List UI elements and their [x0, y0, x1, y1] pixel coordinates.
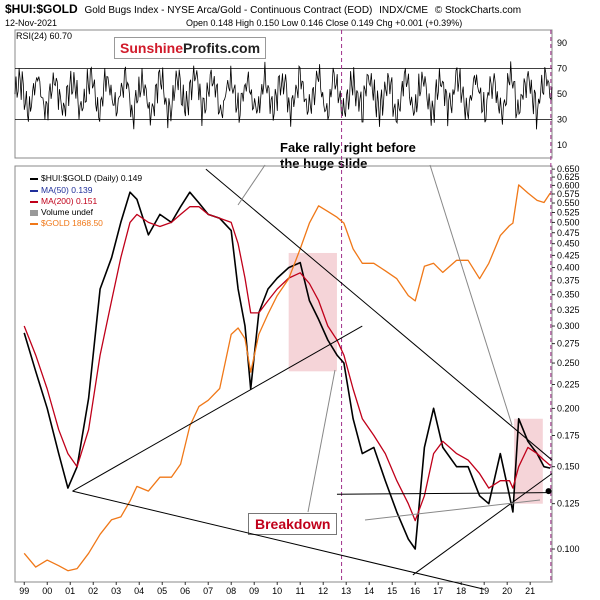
y-tick-label: 0.450: [557, 239, 580, 249]
y-tick-label: 0.650: [557, 164, 580, 174]
y-tick-label: 0.525: [557, 207, 580, 217]
y-tick-label: 0.175: [557, 430, 580, 440]
rsi-tick-label: 70: [557, 63, 567, 73]
fake-rally-annotation: Fake rally right before the huge slide: [280, 140, 480, 172]
x-tick-label: 03: [111, 586, 121, 596]
chart-description: Gold Bugs Index - NYSE Arca/Gold - Conti…: [84, 5, 373, 16]
y-tick-label: 0.100: [557, 544, 580, 554]
legend-hui-label: $HUI:$GOLD (Daily) 0.149: [41, 173, 143, 183]
rsi-label: RSI(24) 60.70: [16, 31, 73, 41]
exchange-label: INDX/CME: [379, 5, 429, 16]
sunshine-logo: SunshineProfits.com: [114, 37, 267, 59]
x-tick-label: 01: [65, 586, 75, 596]
y-tick-label: 0.225: [557, 379, 580, 389]
breakdown-base-line: [336, 492, 547, 495]
x-tick-label: 14: [364, 586, 374, 596]
legend-swatch-icon: [30, 189, 38, 192]
x-tick-label: 06: [180, 586, 190, 596]
logo-part2: Profits.com: [183, 40, 261, 56]
rsi-series-line: [14, 61, 553, 130]
x-tick-label: 00: [42, 586, 52, 596]
breakdown-annotation: Breakdown: [248, 513, 338, 535]
upper-trendline: [205, 168, 553, 461]
ma200-line: [23, 206, 551, 522]
logo-part1: Sunshine: [120, 40, 184, 56]
y-tick-label: 0.250: [557, 358, 580, 368]
date-label: 12-Nov-2021: [5, 18, 58, 28]
legend-swatch-icon: [30, 200, 38, 203]
symbol-title: $HUI:$GOLD: [5, 2, 78, 16]
x-tick-label: 05: [157, 586, 167, 596]
rsi-tick-label: 30: [557, 115, 567, 125]
x-tick-label: 10: [272, 586, 282, 596]
y-tick-label: 0.300: [557, 321, 580, 331]
y-tick-label: 0.275: [557, 339, 580, 349]
y-tick-label: 0.425: [557, 250, 580, 260]
x-tick-label: 07: [203, 586, 213, 596]
legend-gold-label: $GOLD 1868.50: [41, 218, 103, 228]
legend-gold: $GOLD 1868.50: [30, 218, 103, 228]
y-tick-label: 0.500: [557, 217, 580, 227]
hui-gold-ratio-line: [23, 191, 551, 550]
y-tick-label: 0.350: [557, 290, 580, 300]
breakdown-pointer-right: [364, 499, 541, 521]
legend-swatch-icon: [30, 177, 38, 180]
legend-ma50: MA(50) 0.139: [30, 185, 93, 195]
fake-rally-pointer-right: [429, 164, 513, 426]
gold-price-line: [23, 184, 551, 572]
y-tick-label: 0.400: [557, 263, 580, 273]
breakdown-point-marker: [545, 488, 552, 495]
legend-swatch-icon: [30, 209, 38, 216]
legend-ma200-label: MA(200) 0.151: [41, 196, 98, 206]
breakdown-pointer-left: [307, 369, 336, 513]
x-tick-label: 20: [502, 586, 512, 596]
y-tick-label: 0.475: [557, 228, 580, 238]
x-tick-label: 08: [226, 586, 236, 596]
x-tick-label: 18: [456, 586, 466, 596]
x-tick-label: 12: [318, 586, 328, 596]
y-tick-label: 0.600: [557, 180, 580, 190]
main-panel-frame: [14, 165, 553, 583]
legend-ma200: MA(200) 0.151: [30, 196, 97, 206]
x-tick-label: 13: [341, 586, 351, 596]
lower-trendline: [72, 490, 485, 590]
copyright: © StockCharts.com: [434, 5, 522, 16]
y-tick-label: 0.200: [557, 403, 580, 413]
y-tick-label: 0.125: [557, 499, 580, 509]
x-tick-label: 99: [19, 586, 29, 596]
y-tick-label: 0.625: [557, 172, 580, 182]
y-tick-label: 0.150: [557, 462, 580, 472]
highlight-zone-2021: [514, 418, 543, 504]
x-tick-label: 09: [249, 586, 259, 596]
legend-volume-label: Volume undef: [41, 207, 93, 217]
legend-ma50-label: MA(50) 0.139: [41, 185, 93, 195]
y-tick-label: 0.325: [557, 305, 580, 315]
x-tick-label: 04: [134, 586, 144, 596]
y-tick-label: 0.575: [557, 189, 580, 199]
ohlc-readout: Open 0.148 High 0.150 Low 0.146 Close 0.…: [186, 18, 463, 28]
x-tick-label: 17: [433, 586, 443, 596]
fake-rally-pointer-left: [237, 164, 266, 206]
x-tick-label: 11: [296, 586, 305, 596]
rsi-tick-label: 50: [557, 89, 567, 99]
x-tick-label: 19: [479, 586, 489, 596]
rsi-tick-label: 10: [557, 140, 567, 150]
legend-hui: $HUI:$GOLD (Daily) 0.149: [30, 173, 142, 183]
y-tick-label: 0.550: [557, 198, 580, 208]
y-tick-label: 0.375: [557, 276, 580, 286]
legend-volume: Volume undef: [30, 207, 93, 217]
rsi-tick-label: 90: [557, 38, 567, 48]
legend-swatch-icon: [30, 222, 38, 225]
x-tick-label: 15: [387, 586, 397, 596]
x-tick-label: 02: [88, 586, 98, 596]
support-trendline-2001-2012: [72, 325, 363, 492]
x-tick-label: 21: [525, 586, 535, 596]
support-trendline-2016-2021: [412, 473, 553, 576]
x-tick-label: 16: [410, 586, 420, 596]
chart-header-row: $HUI:$GOLD Gold Bugs Index - NYSE Arca/G…: [5, 2, 521, 16]
highlight-zone-2011: [288, 252, 337, 372]
